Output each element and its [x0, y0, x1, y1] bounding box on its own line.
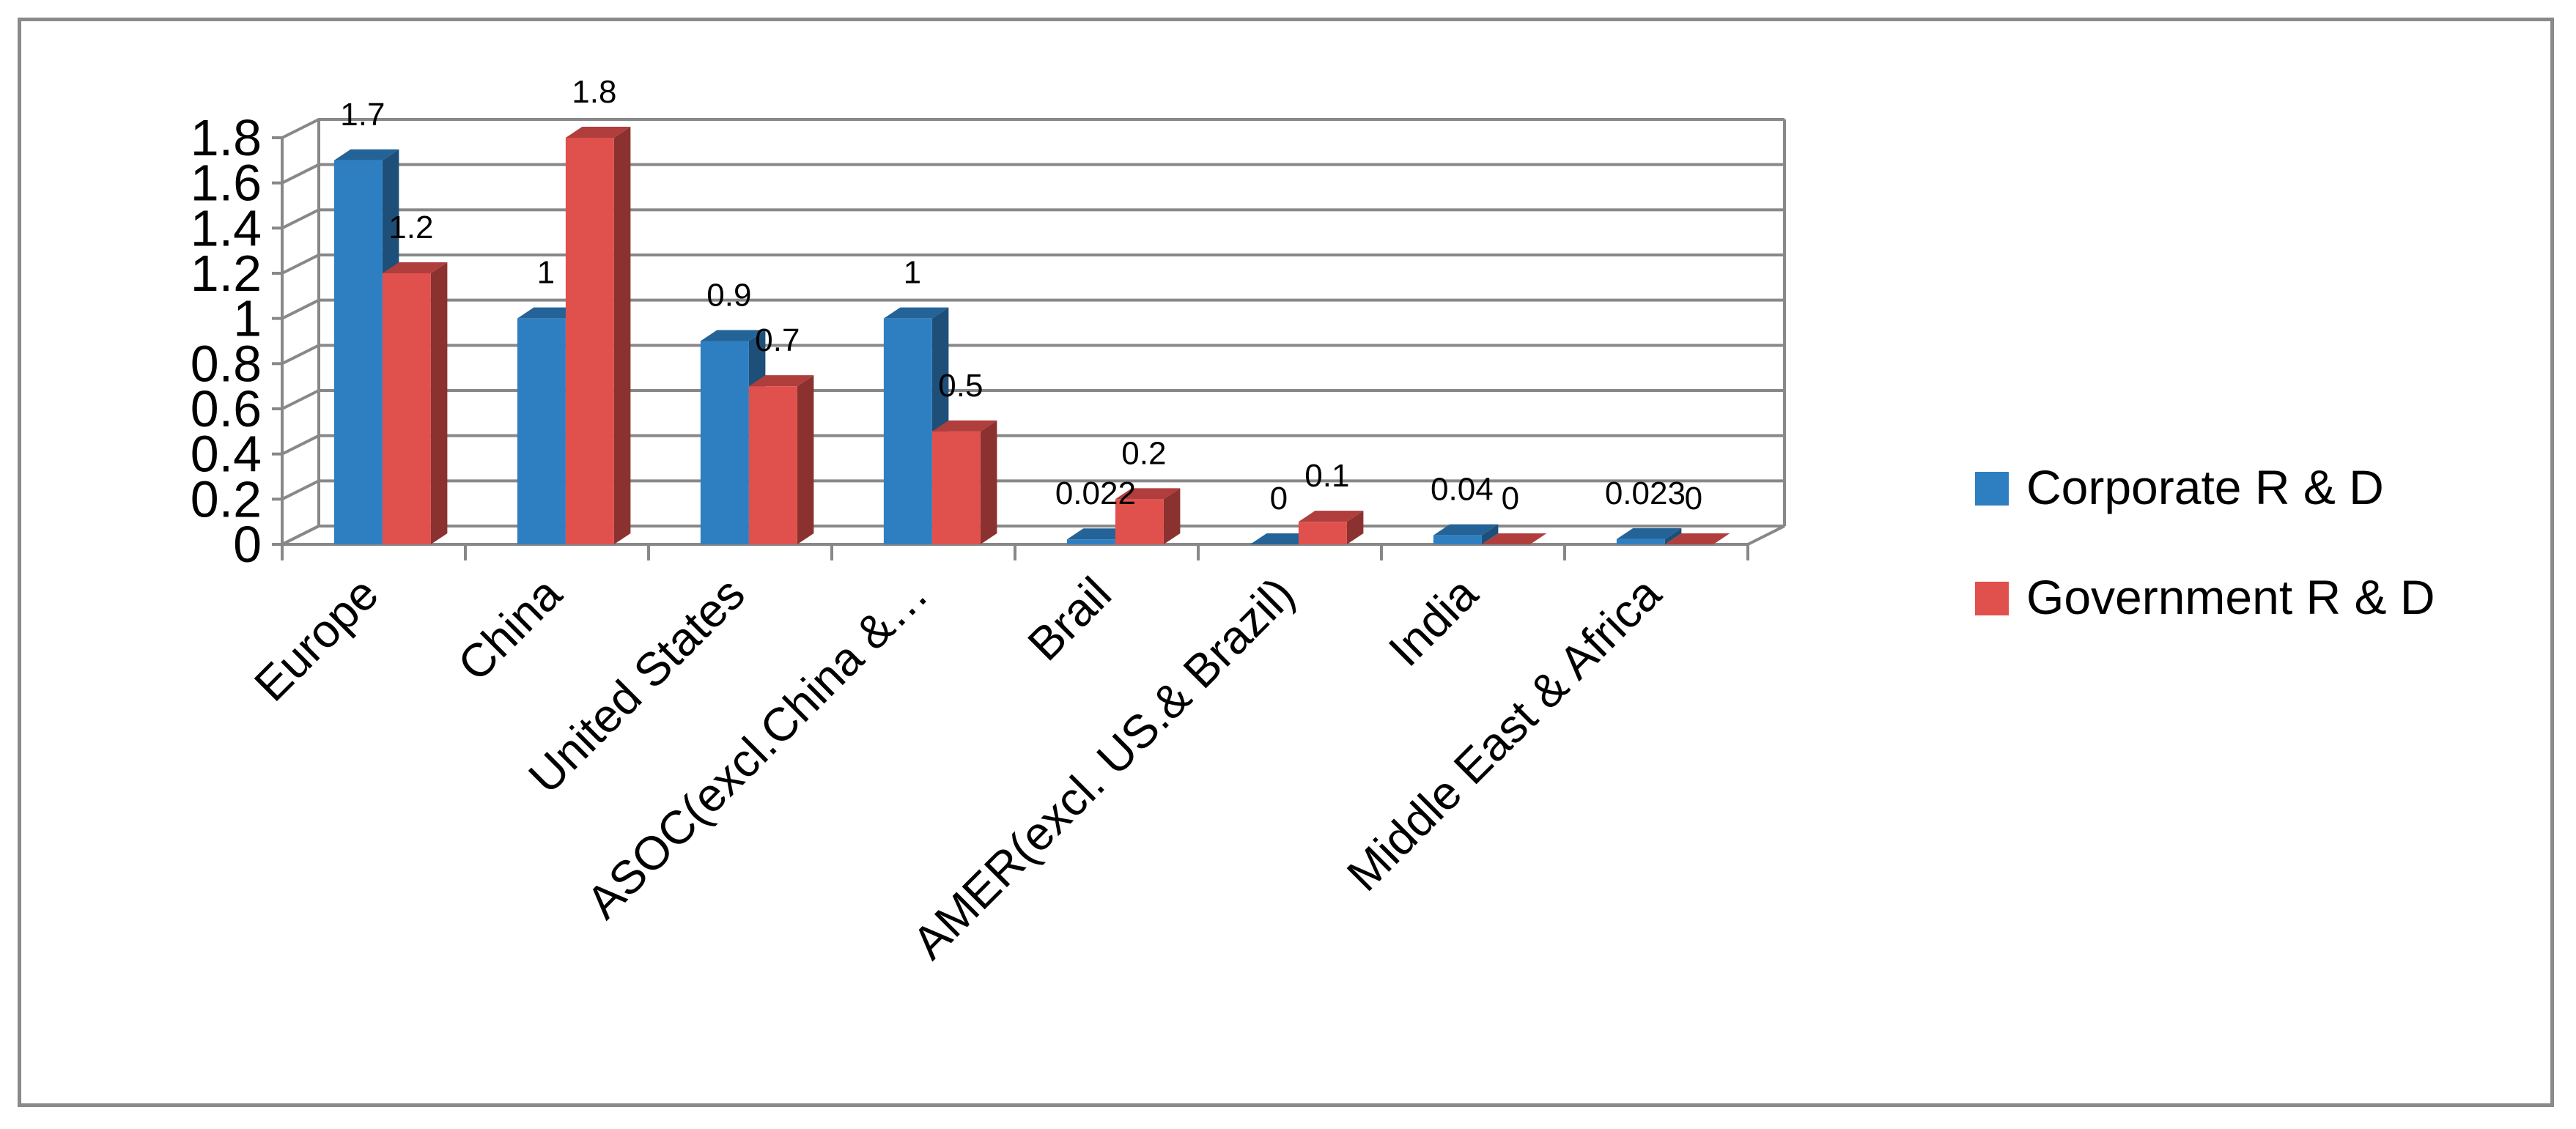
bar-side: [613, 127, 631, 544]
bar: [1115, 488, 1181, 544]
data-label: 0: [1685, 481, 1702, 517]
bar-side: [1163, 488, 1181, 544]
bar-front: [1066, 539, 1115, 544]
legend-entry-label: Corporate R & D: [2026, 460, 2384, 514]
data-label: 1: [537, 255, 555, 291]
y-tick-label: 0.2: [191, 470, 262, 528]
bar-top: [1433, 524, 1499, 536]
bar-front: [382, 273, 431, 544]
gridline: [281, 344, 1785, 366]
bar-front: [1616, 538, 1665, 544]
gridline: [281, 163, 1785, 185]
y-tick-label: 1.6: [191, 155, 262, 212]
x-category-label: Brail: [1017, 567, 1121, 670]
y-tick-label: 1: [233, 290, 262, 347]
bar-side: [1481, 524, 1499, 544]
data-labels: 1.710.910.022 0 0.04 0.0231.21.80.70.50.20.…: [340, 74, 1702, 517]
gridline: [281, 118, 1785, 139]
bar-top: [1616, 528, 1682, 539]
bar: [1616, 528, 1682, 544]
legend: Corporate R & D Government R & D: [1975, 460, 2435, 624]
gridline: [281, 389, 1785, 410]
bar-top: [748, 375, 814, 387]
y-tick-label: 0.8: [191, 335, 262, 392]
gridline: [281, 253, 1785, 275]
y-tick-label: 1.2: [191, 245, 262, 302]
bar-front: [1115, 499, 1164, 544]
bar: [1664, 533, 1730, 544]
data-label: 0.023: [1605, 475, 1686, 511]
bar-front: [565, 138, 614, 544]
data-label: 1: [904, 255, 921, 291]
x-category-label: AMER(excl. US.& Brazil): [902, 567, 1304, 969]
bar-top: [1664, 533, 1730, 544]
bar-side: [430, 262, 448, 544]
chart-frame: [18, 18, 2554, 1107]
gridline: [281, 208, 1785, 230]
bar: [565, 127, 631, 544]
data-label: 0.7: [755, 322, 800, 358]
data-label: 1.8: [572, 74, 616, 110]
x-category-label: Europe: [244, 567, 388, 711]
x-category-label: India: [1379, 567, 1488, 676]
bar-top: [565, 127, 631, 138]
data-label: 0.022: [1055, 475, 1136, 511]
gridlines: [281, 118, 1785, 546]
y-tick-label: 1.4: [191, 199, 262, 256]
gridline: [281, 479, 1785, 501]
data-label: 0.1: [1304, 458, 1349, 494]
data-label: 0.2: [1121, 435, 1166, 471]
gridline: [281, 525, 1785, 546]
data-label: 0.9: [706, 278, 751, 314]
bar-top: [1481, 533, 1547, 544]
data-label: 1.7: [340, 97, 385, 133]
bar: [1433, 524, 1499, 544]
bar: [382, 262, 448, 544]
gridline: [281, 298, 1785, 320]
bar-top: [931, 420, 997, 432]
chart-floor: [281, 525, 1785, 546]
bar: [748, 375, 814, 544]
bar-top: [1298, 511, 1364, 522]
y-tick-label: 0: [233, 516, 262, 573]
bar-top: [700, 330, 766, 341]
y-tick-label: 0.4: [191, 426, 262, 483]
bar-side: [797, 375, 814, 544]
bar-side: [1346, 511, 1364, 544]
bar-front: [748, 386, 797, 544]
bar-front: [517, 318, 566, 544]
data-label: 1.2: [388, 210, 433, 245]
data-label: 0: [1270, 481, 1288, 517]
legend-swatch: [1975, 582, 2009, 615]
bar-front: [333, 160, 383, 545]
bar-side: [1664, 528, 1682, 544]
legend-swatch: [1975, 472, 2009, 506]
bar-top: [1115, 488, 1181, 500]
bar-front: [883, 318, 932, 544]
bar-top: [333, 149, 399, 160]
bar-front: [700, 341, 749, 544]
bar-front: [1433, 535, 1482, 544]
data-label: 0.04: [1431, 472, 1494, 508]
gridline: [281, 434, 1785, 456]
x-category-label: China: [448, 567, 572, 691]
y-tick-label: 1.8: [191, 109, 262, 166]
y-tick-label: 0.6: [191, 380, 262, 437]
bar: [931, 420, 997, 544]
bar-top: [883, 307, 949, 319]
bars: [333, 127, 1730, 545]
x-category-label: Middle East & Africa: [1337, 567, 1671, 901]
bar-top: [382, 262, 448, 273]
bar-side: [980, 420, 997, 544]
data-label: 0.5: [938, 368, 983, 404]
bar: [1298, 511, 1364, 544]
data-label: 0: [1502, 481, 1519, 517]
bar-front: [931, 431, 981, 544]
x-category-label: ASOC(excl.China &…: [576, 567, 938, 929]
legend-entry-label: Government R & D: [2026, 570, 2435, 624]
bar: [1481, 533, 1547, 544]
bar-front: [1298, 522, 1347, 544]
